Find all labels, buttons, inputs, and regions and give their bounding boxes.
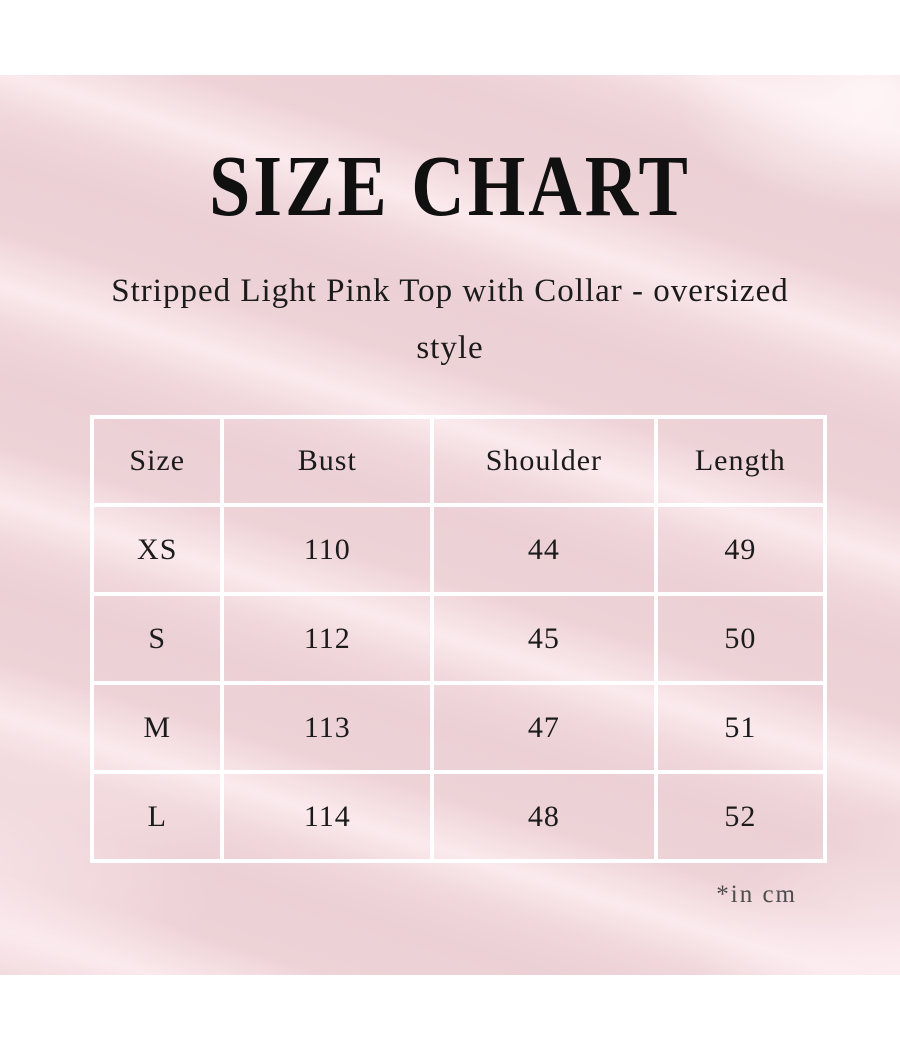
pink-satin-canvas: SIZE CHART Stripped Light Pink Top with … xyxy=(0,75,900,975)
page-title: SIZE CHART xyxy=(209,138,691,236)
table-row-l: L 114 48 52 xyxy=(89,770,828,863)
product-subtitle: Stripped Light Pink Top with Collar - ov… xyxy=(111,273,789,366)
cell-bust: 112 xyxy=(220,592,435,685)
cell-size: M xyxy=(89,681,225,774)
column-header-length: Length xyxy=(653,415,828,507)
cell-size: XS xyxy=(89,503,225,596)
cell-length: 52 xyxy=(653,770,828,863)
table-row-xs: XS 110 44 49 xyxy=(89,503,828,596)
cell-bust: 110 xyxy=(220,503,435,596)
cell-length: 50 xyxy=(653,592,828,685)
cell-size: S xyxy=(89,592,225,685)
cell-bust: 113 xyxy=(220,681,435,774)
cell-length: 51 xyxy=(653,681,828,774)
unit-footnote: *in cm xyxy=(716,881,797,908)
cell-bust: 114 xyxy=(220,770,435,863)
cell-shoulder: 44 xyxy=(430,503,658,596)
cell-length: 49 xyxy=(653,503,828,596)
cell-shoulder: 48 xyxy=(430,770,658,863)
table-header-row: Size Bust Shoulder Length xyxy=(89,415,828,507)
column-header-size: Size xyxy=(89,415,225,507)
table-row-m: M 113 47 51 xyxy=(89,681,828,774)
table-row-s: S 112 45 50 xyxy=(89,592,828,685)
cell-size: L xyxy=(89,770,225,863)
column-header-bust: Bust xyxy=(220,415,435,507)
size-table: Size Bust Shoulder Length XS 110 44 49 S… xyxy=(89,415,828,863)
cell-shoulder: 47 xyxy=(430,681,658,774)
column-header-shoulder: Shoulder xyxy=(430,415,658,507)
cell-shoulder: 45 xyxy=(430,592,658,685)
